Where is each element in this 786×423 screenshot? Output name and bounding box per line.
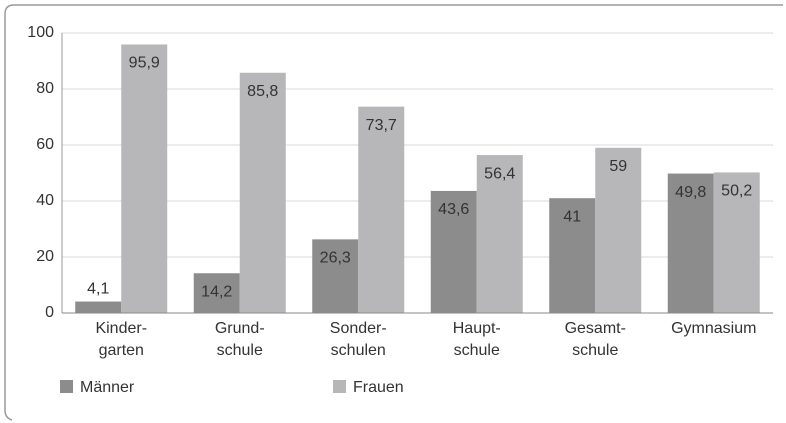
data-label: 41 [563,208,581,225]
y-tick-label: 40 [36,192,54,209]
y-tick-label: 80 [36,80,54,97]
x-tick-label: Kinder-garten [95,320,147,359]
data-label: 14,2 [201,283,232,300]
bar [549,198,596,313]
bar [713,172,760,313]
x-tick-label: Sonder-schulen [330,320,387,359]
y-tick-label: 60 [36,136,54,153]
x-tick-label: Haupt-schule [453,320,501,359]
data-label: 26,3 [320,250,351,267]
data-label: 56,4 [484,165,515,182]
frame [4,4,783,421]
legend-swatch [333,380,346,393]
y-tick-label: 100 [27,24,54,41]
data-label: 73,7 [366,117,397,134]
data-label: 95,9 [129,55,160,72]
data-label: 85,8 [247,83,278,100]
bar [193,273,240,313]
legend-swatch [60,380,73,393]
data-label: 49,8 [675,184,706,201]
bar [312,239,359,313]
x-tick-label: Grund-schule [215,320,265,359]
data-label: 4,1 [87,281,109,298]
data-label: 50,2 [721,183,752,200]
legend-label: Männer [80,379,135,396]
bar [595,147,642,313]
legend-label: Frauen [353,379,404,396]
bar [667,173,714,313]
x-tick-label: Gymnasium [671,320,756,337]
x-tick-label: Gesamt-schule [565,320,626,359]
bar [430,190,477,313]
y-tick-label: 20 [36,248,54,265]
bar [358,106,405,313]
bar [239,72,286,313]
data-label: 43,6 [438,201,469,218]
bar [476,155,523,313]
bar [121,44,168,313]
y-tick-label: 0 [45,304,54,321]
data-label: 59 [609,158,627,175]
bar [75,301,122,313]
